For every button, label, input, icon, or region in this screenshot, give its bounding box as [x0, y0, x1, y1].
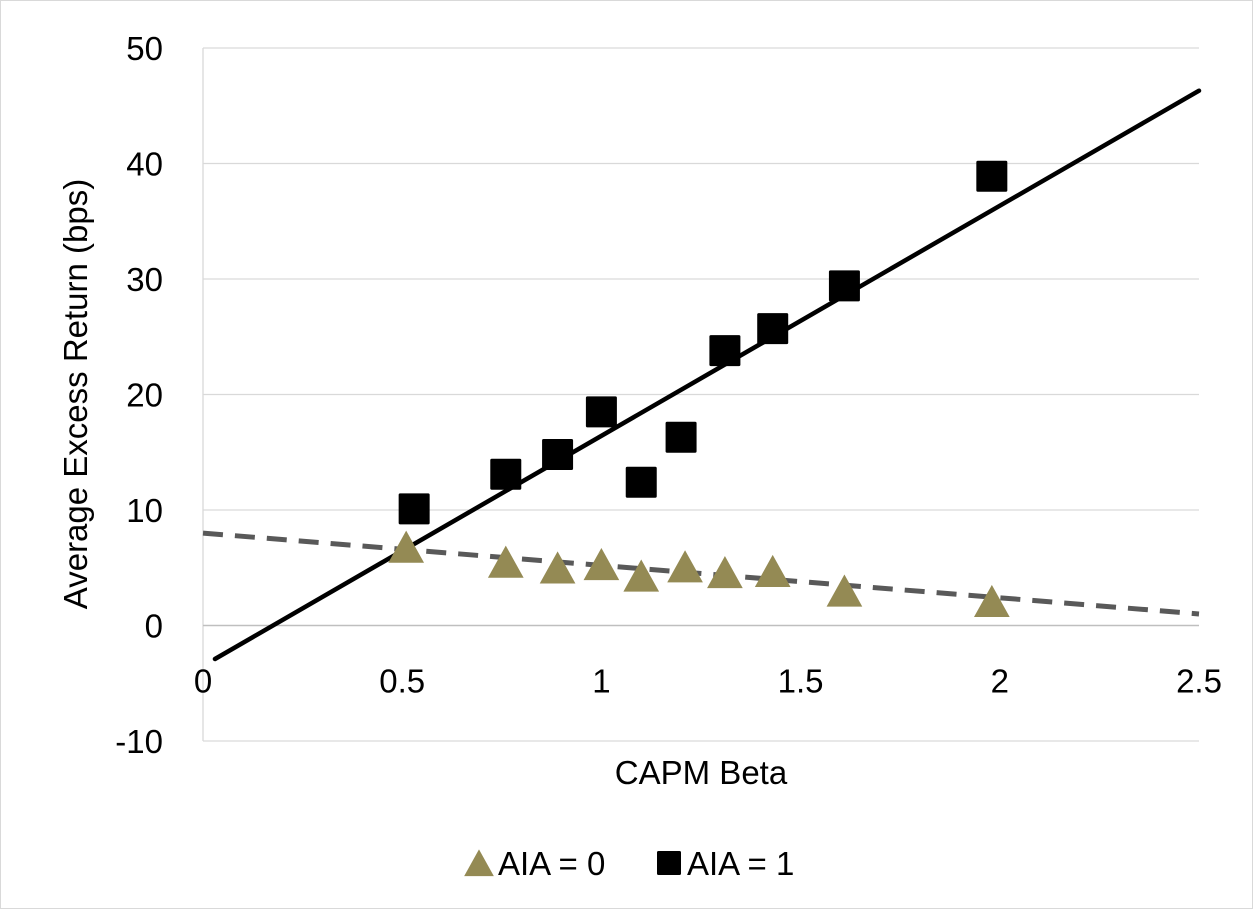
x-tick-label: 2.5: [1176, 663, 1222, 700]
data-point-aia-0: [754, 554, 791, 588]
data-points: [388, 160, 1010, 618]
data-point-aia-1: [665, 421, 697, 453]
y-tick-label: 10: [126, 492, 163, 529]
y-tick-label: 30: [126, 261, 163, 298]
data-point-aia-0: [539, 551, 576, 584]
x-tick-label: 2: [991, 663, 1009, 700]
trendlines: [202, 88, 1202, 662]
legend: AIA = 0 AIA = 1: [464, 845, 794, 882]
legend-marker-aia-0: [464, 849, 494, 877]
data-point-aia-1: [625, 466, 657, 498]
data-point-aia-0: [487, 545, 524, 578]
legend-label-aia-0: AIA = 0: [498, 845, 605, 882]
y-tick-label: 40: [126, 146, 163, 183]
gridlines: [203, 47, 1199, 742]
data-point-aia-0: [623, 559, 660, 592]
data-point-aia-1: [976, 160, 1008, 192]
data-point-aia-0: [388, 530, 425, 563]
data-point-aia-0: [667, 550, 703, 583]
tick-labels: -10 0 10 20 30 40 50 0 0.5 1 1.5 2 2.5: [115, 30, 1222, 760]
x-tick-label: 1: [592, 663, 610, 700]
data-point-aia-0: [826, 574, 863, 607]
data-point-aia-1: [828, 270, 860, 302]
data-point-aia-1: [757, 313, 789, 345]
x-axis-title: CAPM Beta: [615, 754, 788, 791]
data-point-aia-0: [583, 547, 620, 581]
x-tick-label: 0: [194, 663, 212, 700]
data-point-aia-1: [398, 493, 430, 525]
data-point-aia-0: [707, 556, 743, 589]
legend-marker-aia-1: [657, 851, 681, 875]
y-tick-label: 50: [126, 30, 163, 67]
data-point-aia-1: [709, 335, 741, 367]
data-point-aia-1: [585, 396, 617, 428]
y-tick-label: 0: [145, 608, 163, 645]
legend-label-aia-1: AIA = 1: [687, 845, 794, 882]
trendline-aia-0: [202, 530, 1200, 617]
y-tick-label: 20: [126, 377, 163, 414]
data-point-aia-1: [542, 439, 574, 471]
axes: [202, 48, 1199, 741]
data-point-aia-0: [973, 584, 1010, 618]
y-axis-title: Average Excess Return (bps): [57, 179, 94, 609]
data-point-aia-1: [490, 458, 522, 490]
x-tick-label: 1.5: [778, 663, 824, 700]
y-tick-label: -10: [115, 723, 163, 760]
trendline-aia-1: [212, 88, 1202, 662]
x-tick-label: 0.5: [379, 663, 425, 700]
